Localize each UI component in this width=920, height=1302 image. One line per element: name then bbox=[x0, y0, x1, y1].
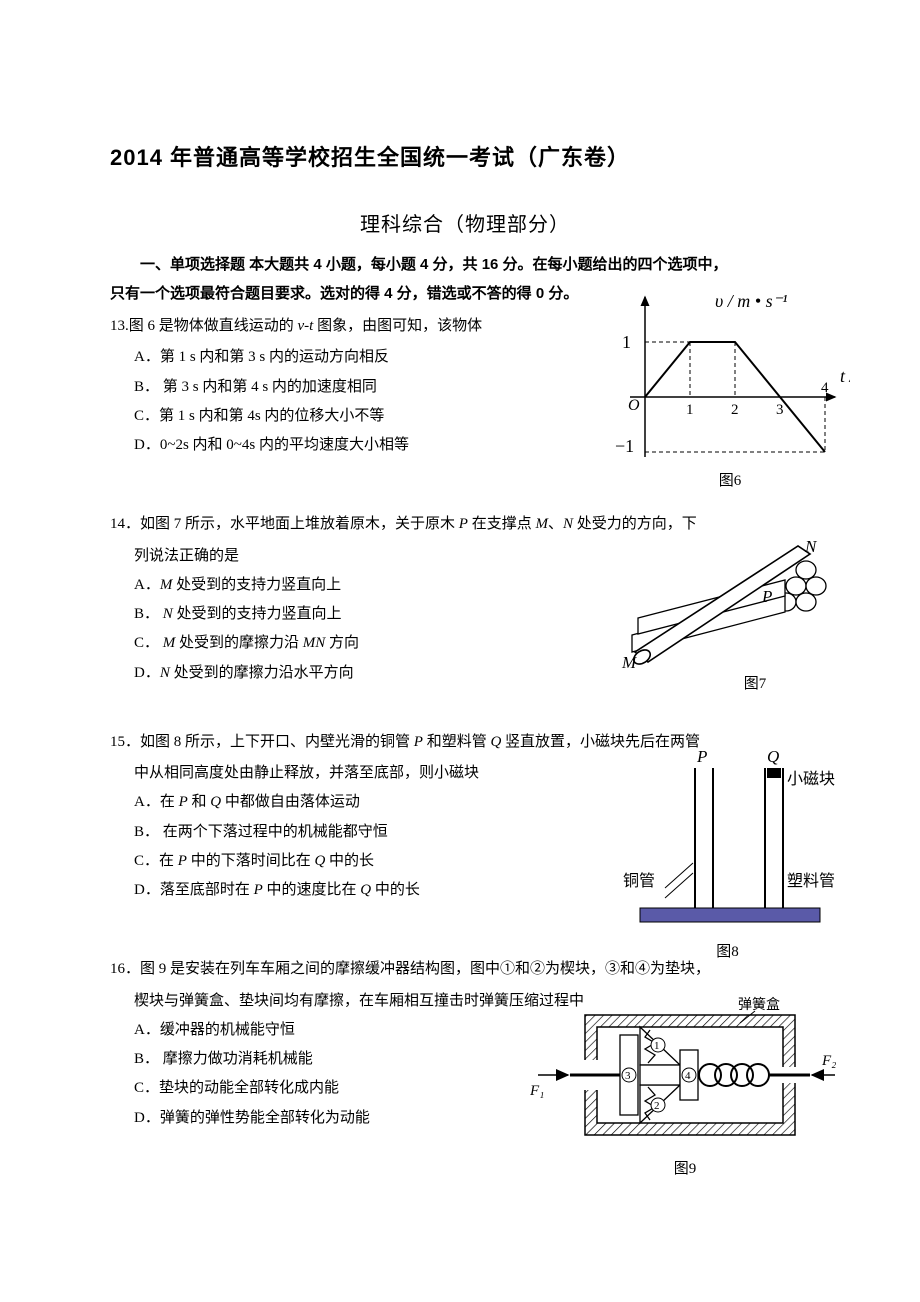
q14-s-a: 14．如图 7 所示，水平地面上堆放着原木，关于原木 bbox=[110, 516, 459, 532]
question-16: 1 2 3 4 弹簧盒 F₁ F₂ 图9 16．图 9 是安装在列车车厢之间的摩… bbox=[110, 955, 820, 1133]
fig6-x4: 4 bbox=[821, 380, 829, 396]
fig8-plastic: 塑料管 bbox=[787, 872, 835, 890]
figure-7-label: 图7 bbox=[620, 670, 830, 699]
fig8-magnet: 小磁块 bbox=[787, 770, 835, 788]
question-15: P Q 小磁块 铜管 塑料管 图8 15．如图 8 所示，上下开口、内壁光滑的铜… bbox=[110, 728, 820, 906]
fig8-Q: Q bbox=[767, 748, 779, 766]
exam-title: 2014 年普通高等学校招生全国统一考试（广东卷） bbox=[110, 140, 820, 172]
svg-text:4: 4 bbox=[685, 1070, 691, 1082]
fig6-yn1: −1 bbox=[615, 436, 634, 456]
question-13: υ / m • s⁻¹ t / s 1 O −1 1 2 3 4 图6 13.图… bbox=[110, 312, 820, 460]
q14-s-n: N bbox=[563, 516, 573, 532]
q13-stem-a: 13.图 6 是物体做直线运动的 bbox=[110, 318, 298, 334]
q14-s-b: 在支撑点 bbox=[468, 516, 536, 532]
q15-s-a: 15．如图 8 所示，上下开口、内壁光滑的铜管 bbox=[110, 734, 414, 750]
figure-6: υ / m • s⁻¹ t / s 1 O −1 1 2 3 4 图6 bbox=[610, 292, 850, 496]
figure-9-label: 图9 bbox=[530, 1155, 840, 1184]
fig7-P: P bbox=[761, 587, 772, 606]
q14-s-c: 、 bbox=[548, 516, 563, 532]
fig9-F2: F₂ bbox=[821, 1053, 836, 1069]
q13-stem-vt: v-t bbox=[298, 318, 314, 334]
fig6-x3: 3 bbox=[776, 402, 784, 418]
figure-8: P Q 小磁块 铜管 塑料管 图8 bbox=[615, 748, 840, 967]
q14-s-m: M bbox=[535, 516, 548, 532]
exam-subtitle: 理科综合（物理部分） bbox=[110, 208, 820, 237]
q13-stem-c: 图象，由图可知，该物体 bbox=[313, 318, 482, 334]
svg-text:1: 1 bbox=[654, 1040, 660, 1052]
figure-9: 1 2 3 4 弹簧盒 F₁ F₂ 图9 bbox=[530, 995, 840, 1184]
q14-s-p: P bbox=[459, 516, 468, 532]
figure-7: M N P 图7 bbox=[620, 540, 830, 699]
fig9-F1: F₁ bbox=[530, 1083, 544, 1099]
fig6-origin: O bbox=[628, 397, 640, 414]
q15-s-p: P bbox=[414, 734, 423, 750]
section-line1: 一、单项选择题 本大题共 4 小题，每小题 4 分，共 16 分。在每小题给出的… bbox=[110, 251, 820, 280]
fig9-box-label: 弹簧盒 bbox=[738, 996, 780, 1013]
q15-s-q: Q bbox=[490, 734, 501, 750]
fig8-copper: 铜管 bbox=[623, 872, 655, 890]
fig6-x2: 2 bbox=[731, 402, 739, 418]
fig7-M: M bbox=[621, 653, 637, 670]
q14-s-d: 处受力的方向，下 bbox=[573, 516, 697, 532]
fig6-ylabel: υ / m • s⁻¹ bbox=[715, 292, 787, 311]
fig7-N: N bbox=[804, 540, 818, 556]
question-14: M N P 图7 14．如图 7 所示，水平地面上堆放着原木，关于原木 P 在支… bbox=[110, 510, 820, 688]
q14-stem: 14．如图 7 所示，水平地面上堆放着原木，关于原木 P 在支撑点 M、N 处受… bbox=[110, 510, 820, 539]
fig6-y1: 1 bbox=[622, 332, 631, 352]
svg-text:3: 3 bbox=[625, 1070, 631, 1082]
q16-stem: 16．图 9 是安装在列车车厢之间的摩擦缓冲器结构图，图中①和②为楔块，③和④为… bbox=[110, 955, 820, 984]
svg-text:2: 2 bbox=[654, 1100, 660, 1112]
fig8-P: P bbox=[696, 748, 707, 766]
figure-6-label: 图6 bbox=[610, 467, 850, 496]
fig6-xlabel: t / s bbox=[840, 366, 850, 386]
fig6-x1: 1 bbox=[686, 402, 694, 418]
q15-s-b: 和塑料管 bbox=[423, 734, 491, 750]
